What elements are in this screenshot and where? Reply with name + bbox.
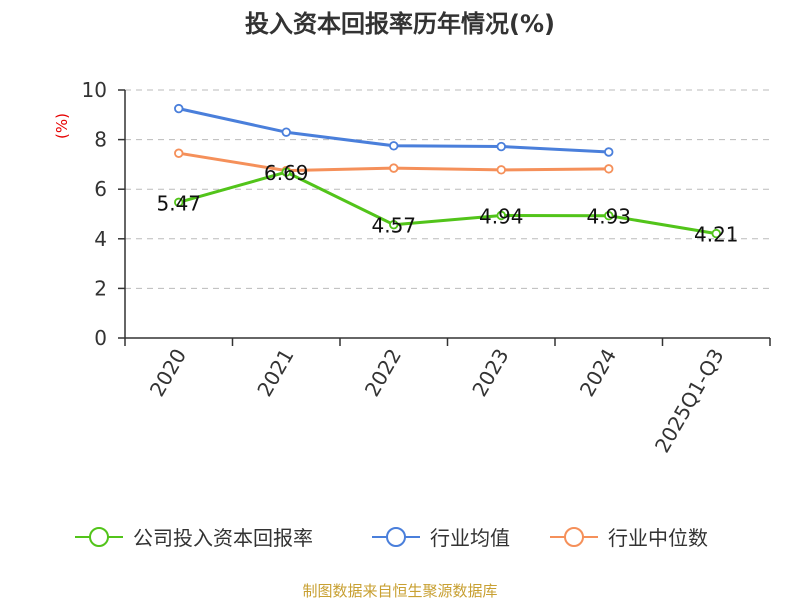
series-2-point-0	[174, 148, 184, 158]
series-line-0	[178, 170, 717, 236]
series-2-point-4	[604, 164, 614, 174]
data-label-2: 4.57	[371, 214, 416, 238]
x-tick-label-1: 2021	[252, 345, 298, 401]
series-0-point-5	[711, 228, 721, 239]
x-tick-label-5: 2025Q1-Q3	[650, 345, 729, 457]
y-axis-label: (%)	[53, 113, 71, 139]
legend-label-0: 公司投入资本回报率	[133, 526, 313, 550]
y-tick-label-0: 0	[94, 326, 107, 350]
chart-title: 投入资本回报率历年情况(%)	[245, 10, 555, 38]
x-tick-label-2: 2022	[360, 345, 406, 401]
y-tick-label-1: 2	[94, 276, 107, 300]
data-label-4: 4.93	[586, 205, 631, 229]
series-1-point-2	[389, 141, 399, 151]
y-tick-label-4: 8	[94, 128, 107, 152]
y-tick-label-5: 10	[82, 78, 107, 102]
y-tick-label-3: 6	[94, 177, 107, 201]
series-0-point-0	[174, 197, 184, 208]
series-1-point-0	[174, 103, 184, 114]
legend: 公司投入资本回报率 行业均值 行业中位数	[75, 526, 708, 550]
series-1-point-1	[281, 127, 291, 137]
data-label-0: 5.47	[156, 191, 201, 215]
series-2-point-3	[496, 165, 506, 175]
data-labels: 5.47 6.69 4.57 4.94 4.93 4.21	[156, 161, 738, 247]
x-tick-label-3: 2023	[467, 345, 513, 401]
legend-label-1: 行业均值	[430, 526, 510, 550]
gridlines	[125, 89, 770, 289]
legend-marker-2	[564, 527, 584, 547]
series-layer	[174, 103, 721, 239]
legend-label-2: 行业中位数	[608, 526, 708, 550]
x-tick-label-0: 2020	[145, 345, 191, 401]
legend-marker-0	[89, 527, 109, 547]
series-0-point-1	[281, 167, 291, 177]
series-0-point-3	[496, 210, 506, 221]
data-label-5: 4.21	[694, 223, 739, 247]
x-tick-label-4: 2024	[575, 345, 621, 401]
legend-marker-1	[386, 527, 406, 547]
data-label-3: 4.94	[479, 204, 524, 228]
series-0-point-2	[389, 219, 399, 230]
series-1-point-3	[496, 141, 506, 152]
series-0-point-4	[604, 211, 614, 221]
series-1-point-4	[604, 147, 614, 157]
source-note: 制图数据来自恒生聚源数据库	[302, 582, 497, 600]
axes: 0 2 4 6 8 10 2020 2021 2022 2023 2024 2025Q1-Q3	[82, 78, 771, 457]
data-label-1: 6.69	[264, 161, 309, 185]
series-2-point-2	[389, 163, 399, 173]
y-tick-label-2: 4	[94, 227, 107, 251]
